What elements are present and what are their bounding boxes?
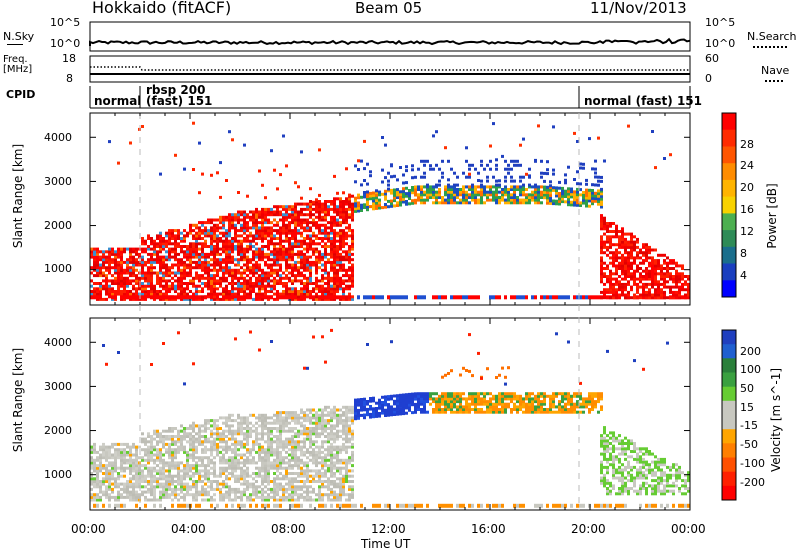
nave-bottom-tick: 0 [705,72,712,85]
power-cbar-tick: 12 [740,225,754,238]
xtick-label: 00:00 [671,522,706,536]
colorbar-swatch [722,146,736,164]
colorbar-swatch [722,443,736,458]
nsearch-top-tick: 10^5 [705,16,736,29]
colorbar-swatch [722,230,736,248]
power-ytick-2000: 2000 [44,219,72,232]
axes-ticks [89,113,691,510]
power-colorbar [721,112,737,298]
nave-trace [90,66,690,71]
velocity-cbar-tick: -100 [740,457,765,470]
power-cbar-tick: 4 [740,269,747,282]
power-cbar-label: Power [dB] [765,183,779,249]
freq-label-1: Freq. [3,54,28,65]
colorbar-swatch [722,372,736,388]
nave-label: Nave [761,64,790,77]
velocity-cbar-tick: -200 [740,476,765,489]
nsearch-label: N.Search [747,30,797,43]
xtick-label: 08:00 [271,522,306,536]
velocity-ytick-4000: 4000 [44,336,72,349]
nsky-trace [89,37,691,46]
station-title: Hokkaido (fitACF) [92,0,232,17]
power-ytick-4000: 4000 [44,131,72,144]
nave-legend-line [765,80,783,82]
velocity-ytick-1000: 1000 [44,468,72,481]
power-ytick-3000: 3000 [44,175,72,188]
velocity-cbar-tick: 15 [740,401,754,414]
colorbar-swatch [722,386,736,402]
velocity-cbar-tick: 200 [740,345,761,358]
velocity-ytick-3000: 3000 [44,380,72,393]
colorbar-swatch [722,429,736,444]
colorbar-swatch [722,330,736,345]
colorbar-swatch [722,246,736,264]
freq-label-2: [MHz] [3,64,33,75]
date-title: 11/Nov/2013 [590,0,687,17]
colorbar-swatch [722,263,736,281]
nave-top-tick: 60 [705,52,719,65]
nsky-strip [89,21,691,52]
nsearch-bottom-tick: 10^0 [705,37,736,50]
velocity-cbar-tick: 100 [740,363,761,376]
nsky-label: N.Sky [3,30,35,43]
colorbar-swatch [722,213,736,231]
colorbar-swatch [722,471,736,487]
xlabel: Time UT [361,537,411,551]
colorbar-swatch [722,457,736,473]
power-heatmap-panel [90,121,690,301]
cpid-strip [89,86,691,109]
xtick-label: 20:00 [571,522,606,536]
freq-top-tick: 18 [62,52,76,65]
freq-strip [89,55,691,83]
velocity-ytick-2000: 2000 [44,424,72,437]
power-cbar-tick: 8 [740,247,747,260]
nsearch-legend-line [753,46,787,48]
xtick-label: 12:00 [371,522,406,536]
colorbar-swatch [722,400,736,416]
colorbar-swatch [722,113,736,131]
velocity-cbar-tick: 50 [740,382,754,395]
colorbar-swatch [722,163,736,181]
colorbar-swatch [722,129,736,147]
colorbar-swatch [722,415,736,430]
colorbar-swatch [722,344,736,359]
freq-bottom-tick: 8 [66,72,73,85]
cpid-segment-fast: (fast) 151 [146,94,213,108]
xtick-label: 16:00 [471,522,506,536]
power-cbar-tick: 28 [740,138,754,151]
power-ytick-1000: 1000 [44,262,72,275]
nsky-legend-line [7,44,23,45]
cpid-segment-normal-fast: normal (fast) 151 [584,94,702,108]
colorbar-swatch [722,358,736,373]
cpid-label: CPID [6,88,36,101]
nsky-bottom-tick: 10^0 [50,37,81,50]
velocity-cbar-tick: -50 [740,438,758,451]
xtick-label: 04:00 [171,522,206,536]
colorbar-swatch [722,280,736,298]
power-cbar-tick: 16 [740,203,754,216]
colorbar-swatch [722,485,736,501]
velocity-cbar-label: Velocity [m s^-1] [769,367,783,473]
beam-title: Beam 05 [355,0,423,17]
colorbar-swatch [722,196,736,214]
velocity-heatmap-panel [90,328,690,508]
power-ylabel: Slant Range [km] [11,143,25,249]
colorbar-swatch [722,179,736,198]
power-cbar-tick: 20 [740,181,754,194]
nsky-top-tick: 10^5 [50,16,81,29]
power-cbar-tick: 24 [740,159,754,172]
velocity-cbar-tick: -15 [740,419,758,432]
xtick-label: 00:00 [71,522,106,536]
cpid-segment-normal: normal [94,94,142,108]
velocity-colorbar [721,329,737,501]
velocity-ylabel: Slant Range [km] [11,347,25,453]
cpid-segment-rbsp: rbsp 200 [146,83,206,97]
